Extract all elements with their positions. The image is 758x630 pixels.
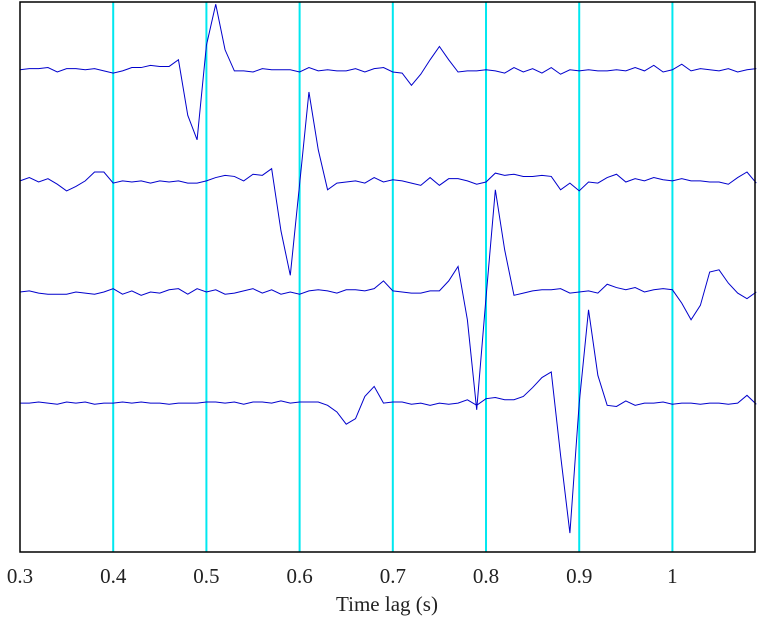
x-tick-label: 0.8 — [473, 564, 499, 588]
x-tick-label: 0.7 — [380, 564, 406, 588]
x-tick-label: 1 — [667, 564, 678, 588]
trace-line — [19, 189, 757, 410]
x-tick-label: 0.4 — [100, 564, 127, 588]
trace-line — [19, 4, 757, 140]
trace-line — [19, 91, 757, 276]
trace-line — [20, 309, 757, 534]
x-tick-label: 0.6 — [286, 564, 312, 588]
x-tick-label: 0.9 — [566, 564, 592, 588]
x-axis-label: Time lag (s) — [336, 592, 438, 616]
x-tick-label: 0.5 — [193, 564, 219, 588]
x-tick-label: 0.3 — [7, 564, 33, 588]
plot-frame — [19, 1, 756, 553]
